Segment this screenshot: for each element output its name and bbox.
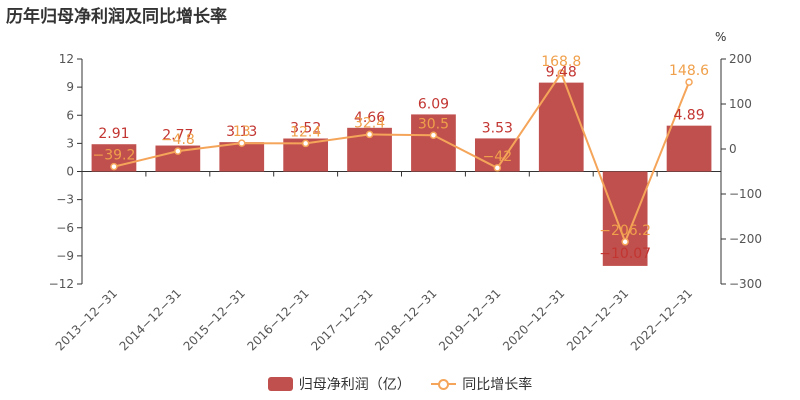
bar [602, 171, 648, 266]
line-point [557, 69, 565, 77]
line-value-label: 30.5 [418, 116, 449, 132]
line-value-label: −42 [483, 149, 513, 165]
x-tick-label: 2014−12−31 [117, 286, 184, 353]
y-left-tick-label: 6 [66, 108, 74, 122]
y-right-tick-label: −100 [729, 187, 762, 201]
line-point [429, 131, 438, 140]
line-point [621, 238, 629, 246]
y-right-tick-label: −200 [729, 232, 762, 246]
line-value-label: −206.2 [599, 223, 651, 239]
x-tick-label: 2017−12−31 [308, 286, 375, 353]
y-right-tick-label: 100 [729, 97, 752, 111]
x-tick-label: 2021−12−31 [564, 286, 631, 353]
y-left-tick-label: 3 [66, 136, 74, 150]
y-right-unit: % [715, 30, 726, 44]
bar-value-label: 4.89 [673, 108, 704, 124]
legend-line-swatch [431, 377, 457, 391]
line-point [301, 139, 310, 148]
y-right-tick-label: 0 [729, 142, 737, 156]
x-tick-label: 2018−12−31 [372, 286, 439, 353]
bar-value-label: 2.91 [98, 126, 129, 142]
line-value-label: 148.6 [669, 63, 709, 79]
bar [538, 82, 584, 172]
y-left-tick-label: −12 [49, 277, 74, 291]
bar-value-label: 3.13 [226, 124, 257, 140]
bar-value-label: 3.52 [290, 121, 321, 137]
bar-value-label: 2.77 [162, 128, 193, 144]
line-point [685, 78, 693, 86]
line-group [110, 69, 693, 246]
axes-group: 12 9 6 3 0 −3 −6 −9 −12 200 100 0 −100 −200 −300% 2013−… [49, 30, 762, 354]
bar-value-label: −10.07 [599, 246, 651, 262]
line-value-label: −39.2 [92, 148, 135, 164]
chart-title: 历年归母净利润及同比增长率 [6, 7, 227, 27]
legend-item-growth-rate[interactable]: 同比增长率 [431, 374, 532, 394]
line-value-label: 32.4 [354, 115, 385, 131]
x-tick-label: 2013−12−31 [53, 286, 120, 353]
line-point [493, 164, 502, 172]
line-value-label: −4.8 [161, 132, 195, 148]
legend-bar-swatch [267, 377, 293, 391]
bar-value-label: 9.48 [546, 65, 577, 81]
y-right-tick-label: 200 [729, 52, 752, 66]
line-value-label: 12.4 [290, 124, 321, 140]
y-left-tick-label: −6 [56, 221, 74, 235]
line-point [365, 130, 374, 139]
legend-label-net-profit: 归母净利润（亿） [298, 377, 411, 393]
line-point [238, 139, 246, 147]
x-tick-label: 2020−12−31 [500, 286, 567, 353]
legend-label-growth-rate: 同比增长率 [462, 377, 533, 393]
bar-value-label: 6.09 [418, 96, 449, 112]
bar-value-label: 4.66 [354, 110, 385, 126]
legend: 归母净利润（亿） 同比增长率 [0, 374, 800, 395]
growth-line [113, 70, 690, 245]
y-left-tick-label: 9 [66, 80, 74, 94]
x-tick-label: 2022−12−31 [628, 286, 695, 353]
x-tick-label: 2016−12−31 [244, 286, 311, 353]
x-tick-label: 2015−12−31 [181, 286, 248, 353]
y-left-tick-label: −9 [56, 249, 74, 263]
line-point [174, 147, 182, 155]
y-left-tick-label: 0 [66, 165, 74, 179]
x-tick-label: 2019−12−31 [436, 286, 503, 353]
y-left-tick-label: −3 [56, 193, 74, 207]
bar [666, 125, 712, 172]
bar-value-label: 3.53 [482, 120, 513, 136]
legend-item-net-profit[interactable]: 归母净利润（亿） [267, 374, 411, 394]
labels-group: 2.91 2.77 3.13 3.52 4.66 6.09 3.53 9.48 −10.07 4.… [92, 54, 709, 262]
y-left-tick-label: 12 [59, 52, 74, 66]
line-value-label: 168.8 [541, 54, 581, 70]
line-value-label: 13 [233, 124, 251, 140]
y-right-tick-label: −300 [729, 277, 762, 291]
bar [219, 142, 265, 172]
line-point [110, 162, 118, 171]
